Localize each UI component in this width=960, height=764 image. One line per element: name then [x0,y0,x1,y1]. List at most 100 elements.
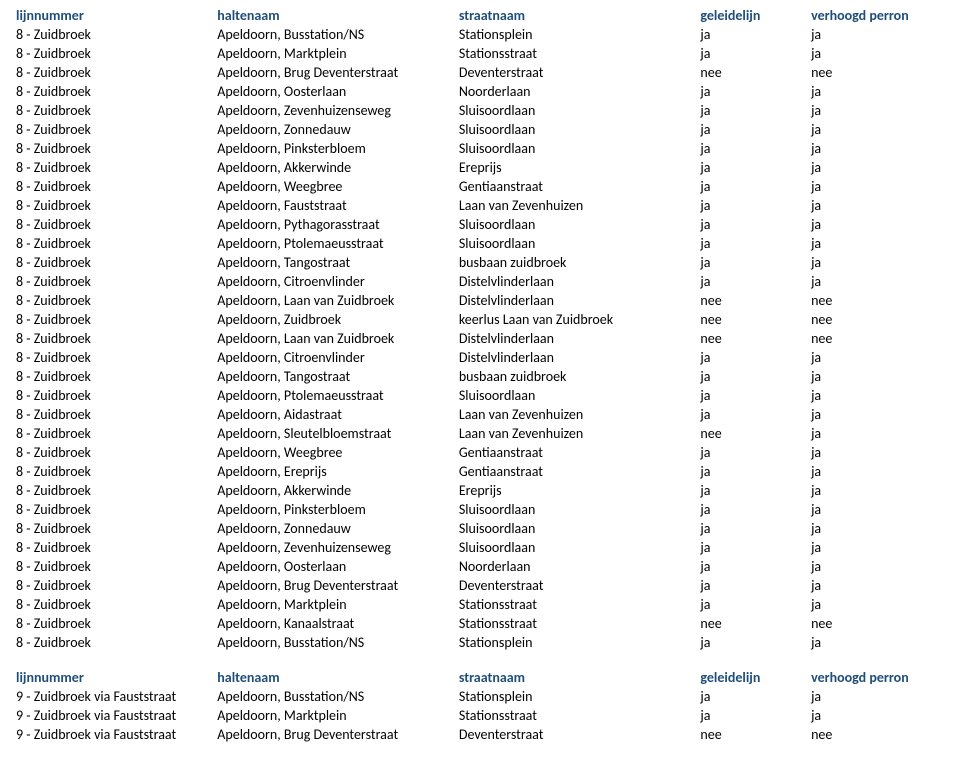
table-row: 8 - ZuidbroekApeldoorn, ZonnedauwSluisoo… [12,519,948,538]
cell-straatnaam: Sluisoordlaan [455,386,697,405]
cell-lijnnummer: 8 - Zuidbroek [12,348,213,367]
cell-verhoogd-perron: ja [807,462,948,481]
cell-straatnaam: Gentiaanstraat [455,177,697,196]
cell-lijnnummer: 8 - Zuidbroek [12,63,213,82]
cell-haltenaam: Apeldoorn, Pythagorasstraat [213,215,455,234]
cell-lijnnummer: 9 - Zuidbroek via Fauststraat [12,706,213,725]
table-row: 8 - ZuidbroekApeldoorn, Zuidbroekkeerlus… [12,310,948,329]
cell-geleidelijn: ja [696,158,807,177]
table-row: 8 - ZuidbroekApeldoorn, Pythagorasstraat… [12,215,948,234]
cell-straatnaam: Sluisoordlaan [455,215,697,234]
cell-verhoogd-perron: ja [807,272,948,291]
cell-verhoogd-perron: ja [807,538,948,557]
cell-verhoogd-perron: ja [807,25,948,44]
cell-straatnaam: Deventerstraat [455,725,697,744]
cell-lijnnummer: 8 - Zuidbroek [12,595,213,614]
cell-lijnnummer: 8 - Zuidbroek [12,576,213,595]
cell-verhoogd-perron: ja [807,424,948,443]
cell-verhoogd-perron: ja [807,595,948,614]
cell-verhoogd-perron: ja [807,519,948,538]
cell-straatnaam: Ereprijs [455,158,697,177]
table-1-body: 8 - ZuidbroekApeldoorn, Busstation/NSSta… [12,25,948,652]
cell-haltenaam: Apeldoorn, Busstation/NS [213,633,455,652]
col-header-verhoogd-perron: verhoogd perron [807,6,948,25]
cell-haltenaam: Apeldoorn, Laan van Zuidbroek [213,329,455,348]
cell-haltenaam: Apeldoorn, Zevenhuizenseweg [213,101,455,120]
cell-geleidelijn: ja [696,481,807,500]
cell-verhoogd-perron: ja [807,367,948,386]
cell-straatnaam: Sluisoordlaan [455,519,697,538]
cell-geleidelijn: ja [696,687,807,706]
cell-verhoogd-perron: nee [807,329,948,348]
cell-straatnaam: Sluisoordlaan [455,139,697,158]
cell-lijnnummer: 8 - Zuidbroek [12,500,213,519]
cell-lijnnummer: 8 - Zuidbroek [12,614,213,633]
cell-straatnaam: Distelvlinderlaan [455,348,697,367]
table-row: 8 - ZuidbroekApeldoorn, Brug Deventerstr… [12,576,948,595]
table-row: 8 - ZuidbroekApeldoorn, MarktpleinStatio… [12,595,948,614]
cell-haltenaam: Apeldoorn, Busstation/NS [213,25,455,44]
cell-haltenaam: Apeldoorn, Tangostraat [213,253,455,272]
cell-straatnaam: Stationsplein [455,25,697,44]
cell-verhoogd-perron: ja [807,348,948,367]
cell-haltenaam: Apeldoorn, Weegbree [213,177,455,196]
cell-verhoogd-perron: ja [807,386,948,405]
cell-lijnnummer: 8 - Zuidbroek [12,82,213,101]
cell-straatnaam: Ereprijs [455,481,697,500]
cell-straatnaam: Stationsstraat [455,706,697,725]
cell-verhoogd-perron: ja [807,557,948,576]
cell-geleidelijn: ja [696,82,807,101]
cell-straatnaam: Noorderlaan [455,557,697,576]
col-header-straatnaam: straatnaam [455,6,697,25]
cell-verhoogd-perron: ja [807,177,948,196]
cell-haltenaam: Apeldoorn, Brug Deventerstraat [213,63,455,82]
cell-haltenaam: Apeldoorn, Marktplein [213,595,455,614]
table-row: 8 - ZuidbroekApeldoorn, Laan van Zuidbro… [12,329,948,348]
cell-lijnnummer: 8 - Zuidbroek [12,44,213,63]
cell-geleidelijn: ja [696,44,807,63]
cell-verhoogd-perron: nee [807,291,948,310]
cell-geleidelijn: nee [696,291,807,310]
cell-lijnnummer: 8 - Zuidbroek [12,120,213,139]
cell-geleidelijn: nee [696,725,807,744]
cell-verhoogd-perron: ja [807,576,948,595]
table-row: 8 - ZuidbroekApeldoorn, CitroenvlinderDi… [12,272,948,291]
cell-verhoogd-perron: ja [807,481,948,500]
cell-verhoogd-perron: nee [807,614,948,633]
page: lijnnummer haltenaam straatnaam geleidel… [0,0,960,764]
cell-verhoogd-perron: ja [807,82,948,101]
cell-verhoogd-perron: ja [807,215,948,234]
cell-straatnaam: Stationsstraat [455,614,697,633]
cell-haltenaam: Apeldoorn, Citroenvlinder [213,272,455,291]
cell-verhoogd-perron: ja [807,687,948,706]
cell-lijnnummer: 8 - Zuidbroek [12,253,213,272]
col-header-geleidelijn: geleidelijn [696,6,807,25]
cell-geleidelijn: ja [696,538,807,557]
cell-geleidelijn: ja [696,25,807,44]
col-header-haltenaam: haltenaam [213,6,455,25]
table-row: 8 - ZuidbroekApeldoorn, Zevenhuizenseweg… [12,538,948,557]
cell-haltenaam: Apeldoorn, Oosterlaan [213,557,455,576]
cell-geleidelijn: nee [696,424,807,443]
cell-lijnnummer: 8 - Zuidbroek [12,158,213,177]
cell-lijnnummer: 8 - Zuidbroek [12,272,213,291]
cell-straatnaam: Deventerstraat [455,63,697,82]
cell-lijnnummer: 8 - Zuidbroek [12,291,213,310]
cell-straatnaam: Stationsstraat [455,595,697,614]
table-row: 8 - ZuidbroekApeldoorn, Brug Deventerstr… [12,63,948,82]
cell-haltenaam: Apeldoorn, Kanaalstraat [213,614,455,633]
cell-lijnnummer: 8 - Zuidbroek [12,234,213,253]
cell-straatnaam: Distelvlinderlaan [455,291,697,310]
cell-geleidelijn: ja [696,633,807,652]
cell-lijnnummer: 8 - Zuidbroek [12,538,213,557]
table-row: 9 - Zuidbroek via FauststraatApeldoorn, … [12,725,948,744]
table-row: 8 - ZuidbroekApeldoorn, Ptolemaeusstraat… [12,234,948,253]
cell-lijnnummer: 8 - Zuidbroek [12,329,213,348]
cell-verhoogd-perron: ja [807,44,948,63]
cell-haltenaam: Apeldoorn, Ereprijs [213,462,455,481]
cell-geleidelijn: nee [696,63,807,82]
cell-geleidelijn: ja [696,405,807,424]
cell-geleidelijn: ja [696,557,807,576]
cell-geleidelijn: ja [696,196,807,215]
cell-geleidelijn: ja [696,386,807,405]
